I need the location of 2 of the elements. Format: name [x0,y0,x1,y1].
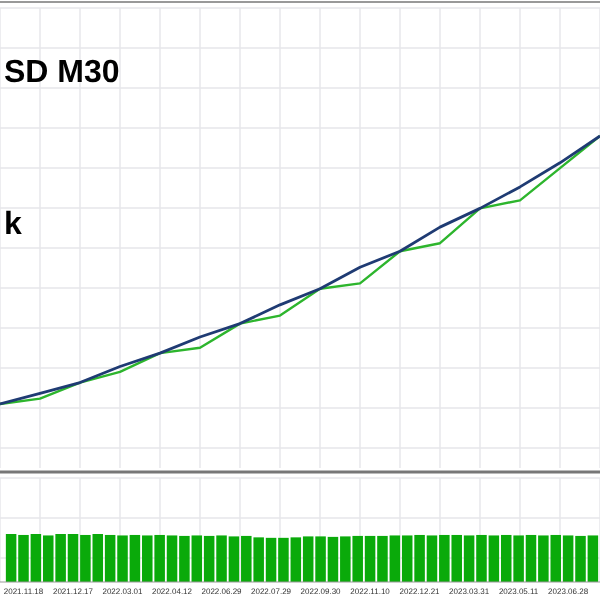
annotation: k [4,208,22,242]
text: SD M30 [4,56,120,90]
